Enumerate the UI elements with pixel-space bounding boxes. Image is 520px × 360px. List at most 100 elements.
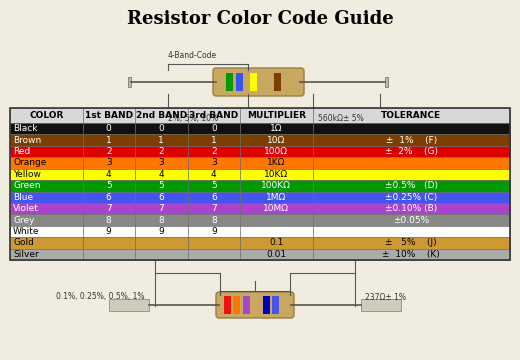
Text: 0: 0 [159, 124, 164, 133]
Bar [224, 296, 231, 314]
Bar [10, 192, 83, 203]
Text: 4: 4 [159, 170, 164, 179]
Bar [10, 134, 83, 146]
Text: ±0.05%: ±0.05% [393, 216, 430, 225]
Text: 7: 7 [106, 204, 112, 213]
Text: 3: 3 [159, 158, 164, 167]
Bar [135, 108, 188, 123]
Text: TOLERANCE: TOLERANCE [381, 111, 441, 120]
Bar [263, 296, 270, 314]
Text: 4: 4 [106, 170, 112, 179]
Bar [313, 249, 510, 260]
Bar [83, 192, 135, 203]
Bar [240, 226, 313, 237]
Text: Brown: Brown [13, 136, 41, 145]
Text: 9: 9 [106, 227, 112, 236]
Bar [188, 249, 240, 260]
Text: Grey: Grey [13, 216, 34, 225]
Bar [83, 180, 135, 192]
Bar [10, 169, 83, 180]
Text: 7: 7 [211, 204, 217, 213]
Bar [10, 203, 83, 214]
Text: MULTIPLIER: MULTIPLIER [247, 111, 306, 120]
Bar [83, 157, 135, 169]
Bar [83, 226, 135, 237]
Text: ±   5%    (J): ± 5% (J) [385, 238, 437, 247]
Text: 6: 6 [159, 193, 164, 202]
Text: Orange: Orange [13, 158, 46, 167]
Bar [313, 226, 510, 237]
FancyBboxPatch shape [213, 68, 304, 96]
Bar [128, 77, 131, 87]
Text: Green: Green [13, 181, 41, 190]
Bar [313, 157, 510, 169]
Bar [10, 180, 83, 192]
Bar [83, 214, 135, 226]
Bar [313, 237, 510, 249]
Text: Yellow: Yellow [13, 170, 41, 179]
Bar [10, 108, 510, 260]
Text: 0: 0 [211, 124, 217, 133]
Bar [188, 108, 240, 123]
Text: 237Ω± 1%: 237Ω± 1% [365, 292, 406, 302]
Bar [361, 299, 401, 311]
Text: 1st BAND: 1st BAND [85, 111, 133, 120]
Bar [233, 296, 240, 314]
Bar [250, 73, 257, 91]
Text: 1Ω: 1Ω [270, 124, 282, 133]
Text: 2%, 5%, 10%: 2%, 5%, 10% [168, 114, 218, 123]
Bar [10, 237, 83, 249]
Text: ±  10%    (K): ± 10% (K) [382, 250, 440, 259]
Text: Gold: Gold [13, 238, 34, 247]
Text: ±0.5%   (D): ±0.5% (D) [385, 181, 438, 190]
Bar [240, 214, 313, 226]
Text: 1KΩ: 1KΩ [267, 158, 285, 167]
Bar [135, 249, 188, 260]
Bar [135, 169, 188, 180]
Bar [313, 180, 510, 192]
Text: 0: 0 [106, 124, 112, 133]
Bar [243, 296, 250, 314]
Text: 3: 3 [106, 158, 112, 167]
Text: 0.01: 0.01 [266, 250, 287, 259]
Bar [188, 214, 240, 226]
Bar [188, 123, 240, 134]
Bar [135, 192, 188, 203]
Bar [240, 157, 313, 169]
Text: Silver: Silver [13, 250, 39, 259]
Text: 2: 2 [106, 147, 112, 156]
Text: 2: 2 [159, 147, 164, 156]
Text: 1MΩ: 1MΩ [266, 193, 287, 202]
Text: Black: Black [13, 124, 37, 133]
Text: ±  2%    (G): ± 2% (G) [385, 147, 438, 156]
Bar [83, 237, 135, 249]
Text: Violet: Violet [13, 204, 39, 213]
Bar [135, 226, 188, 237]
Text: ±0.25% (C): ±0.25% (C) [385, 193, 437, 202]
Bar [10, 226, 83, 237]
Bar [135, 203, 188, 214]
Text: 2nd BAND: 2nd BAND [136, 111, 187, 120]
Bar [135, 123, 188, 134]
Bar [313, 203, 510, 214]
Text: 0.1%, 0.25%, 0.5%, 1%: 0.1%, 0.25%, 0.5%, 1% [57, 292, 145, 302]
Bar [83, 108, 135, 123]
Bar [240, 134, 313, 146]
Text: 5: 5 [211, 181, 217, 190]
Bar [240, 169, 313, 180]
Bar [83, 134, 135, 146]
Bar [83, 203, 135, 214]
Text: 1: 1 [159, 136, 164, 145]
FancyBboxPatch shape [216, 292, 294, 318]
Bar [135, 214, 188, 226]
Bar [10, 249, 83, 260]
Text: 560kΩ± 5%: 560kΩ± 5% [318, 114, 364, 123]
Bar [83, 169, 135, 180]
Bar [83, 123, 135, 134]
Bar [135, 134, 188, 146]
Bar [10, 146, 83, 157]
Text: 100KΩ: 100KΩ [262, 181, 291, 190]
Bar [135, 146, 188, 157]
Bar [188, 134, 240, 146]
Text: 1: 1 [106, 136, 112, 145]
